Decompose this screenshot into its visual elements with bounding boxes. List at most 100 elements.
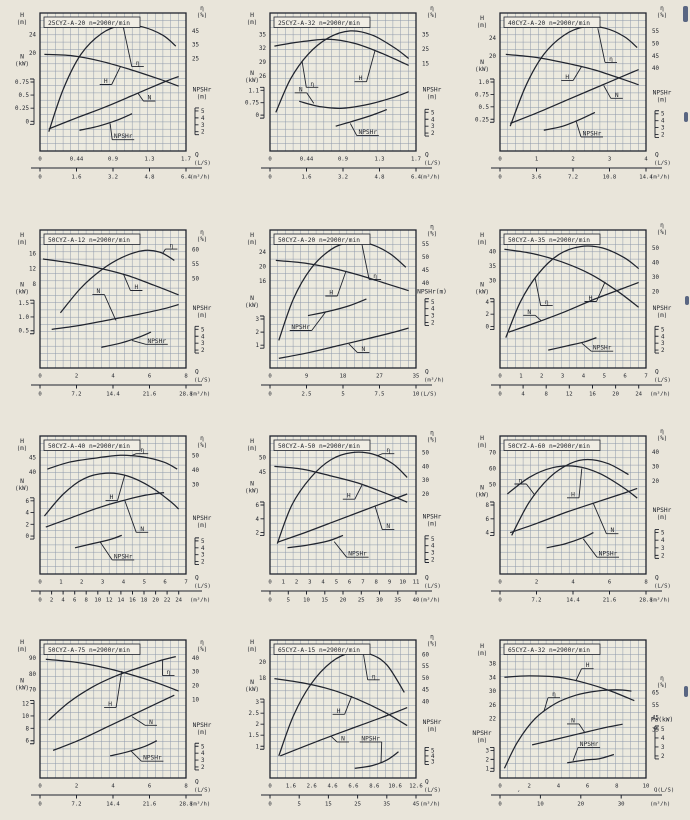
- curve-H: [42, 258, 179, 296]
- svg-text:4.6: 4.6: [328, 784, 338, 790]
- chart-title: 25CYZ-A-20 n=2900r/min: [48, 20, 130, 27]
- svg-text:η: η: [660, 675, 664, 682]
- svg-text:H: H: [20, 638, 24, 646]
- svg-text:6: 6: [26, 499, 30, 505]
- svg-text:0: 0: [498, 374, 501, 380]
- svg-text:2: 2: [528, 784, 531, 790]
- svg-text:5: 5: [661, 727, 665, 733]
- curve-H: [274, 38, 409, 66]
- svg-text:η: η: [200, 229, 204, 236]
- svg-text:16: 16: [29, 252, 36, 258]
- svg-text:60: 60: [192, 247, 199, 253]
- svg-text:40: 40: [422, 281, 429, 287]
- svg-text:(kW): (kW): [15, 486, 29, 492]
- svg-text:30: 30: [618, 802, 625, 808]
- svg-text:2: 2: [661, 132, 665, 138]
- svg-text:40: 40: [489, 249, 496, 255]
- pump-chart-cell-11: η H N NPSHr 65CYZ-A-15 n=2900r/min H (m) 20 18 N(…: [230, 612, 460, 808]
- svg-text:2: 2: [535, 580, 538, 586]
- curve-eta: [276, 451, 408, 544]
- svg-text:24: 24: [175, 598, 182, 604]
- svg-text:N: N: [362, 346, 366, 353]
- svg-text:40: 40: [652, 260, 659, 266]
- svg-text:N: N: [480, 58, 484, 66]
- svg-text:6.6: 6.6: [348, 784, 358, 790]
- svg-text:1.6: 1.6: [286, 784, 296, 790]
- svg-text:NPSHr: NPSHr: [143, 755, 162, 762]
- svg-text:6.4: 6.4: [411, 175, 422, 181]
- svg-text:H: H: [104, 78, 108, 85]
- curve-NPSHr: [567, 753, 615, 764]
- svg-text:0.25: 0.25: [475, 117, 489, 123]
- svg-text:90: 90: [29, 656, 36, 662]
- curve-H: [43, 472, 180, 517]
- svg-text:4: 4: [644, 157, 648, 163]
- svg-text:NPSHr: NPSHr: [423, 87, 442, 94]
- svg-text:5: 5: [431, 537, 435, 543]
- svg-text:(L/S): (L/S): [654, 584, 671, 590]
- svg-text:4: 4: [661, 736, 665, 742]
- svg-text:55: 55: [422, 242, 429, 248]
- svg-text:(%): (%): [427, 438, 437, 444]
- svg-text:NPSHr: NPSHr: [147, 338, 166, 345]
- chart-title: 50CYZ-A-20 n=2900r/min: [278, 237, 360, 244]
- svg-text:0: 0: [268, 392, 271, 398]
- svg-text:0: 0: [268, 784, 271, 790]
- svg-text:10: 10: [537, 802, 544, 808]
- svg-text:NPSHr: NPSHr: [580, 741, 599, 748]
- svg-text:0: 0: [498, 580, 501, 586]
- curve-N: [531, 723, 623, 746]
- svg-text:4: 4: [557, 784, 561, 790]
- svg-text:Q: Q: [195, 779, 199, 786]
- svg-text:5: 5: [661, 112, 665, 118]
- svg-text:η: η: [386, 447, 390, 454]
- svg-text:1.5: 1.5: [249, 733, 260, 739]
- svg-text:(%): (%): [197, 647, 207, 653]
- svg-text:4.8: 4.8: [144, 175, 155, 181]
- scan-smudge: [683, 6, 688, 22]
- svg-text:N: N: [20, 477, 24, 485]
- svg-text:(%): (%): [657, 13, 667, 19]
- svg-text:12.6: 12.6: [409, 784, 422, 790]
- svg-text:NPSHr: NPSHr: [653, 507, 672, 514]
- svg-text:2: 2: [431, 131, 435, 137]
- svg-text:3: 3: [256, 317, 260, 323]
- svg-text:NPSHr: NPSHr: [599, 551, 618, 558]
- svg-text:2: 2: [256, 330, 260, 336]
- svg-text:(L/S): (L/S): [654, 378, 671, 384]
- svg-text:5: 5: [431, 110, 435, 116]
- svg-text:5: 5: [287, 598, 290, 604]
- svg-text:0: 0: [26, 119, 30, 125]
- svg-text:η: η: [519, 478, 523, 485]
- svg-text:2: 2: [201, 130, 205, 136]
- svg-text:5: 5: [335, 580, 338, 586]
- svg-text:N: N: [571, 717, 575, 724]
- svg-text:2: 2: [201, 765, 205, 771]
- svg-text:25: 25: [354, 802, 361, 808]
- svg-text:0: 0: [38, 157, 41, 163]
- svg-text:3: 3: [431, 314, 435, 320]
- svg-text:45: 45: [29, 455, 36, 461]
- svg-text:NPSHr: NPSHr: [358, 129, 377, 136]
- svg-text:(m³/h): (m³/h): [420, 801, 440, 808]
- svg-text:2: 2: [26, 522, 30, 528]
- svg-text:H: H: [110, 494, 114, 501]
- svg-text:25: 25: [358, 598, 365, 604]
- chart-title: 25CYZ-A-32 n=2900r/min: [278, 20, 360, 27]
- svg-text:N: N: [250, 678, 254, 686]
- svg-text:0: 0: [26, 534, 30, 540]
- svg-text:H: H: [480, 434, 484, 442]
- svg-text:35: 35: [383, 802, 390, 808]
- svg-text:5: 5: [661, 531, 665, 537]
- svg-text:18: 18: [259, 676, 266, 682]
- svg-text:H: H: [359, 75, 363, 82]
- svg-text:H: H: [108, 701, 112, 708]
- svg-text:4: 4: [256, 517, 260, 523]
- curve-NPSHr: [354, 751, 399, 769]
- svg-text:H: H: [480, 642, 484, 650]
- svg-text:η: η: [310, 81, 314, 88]
